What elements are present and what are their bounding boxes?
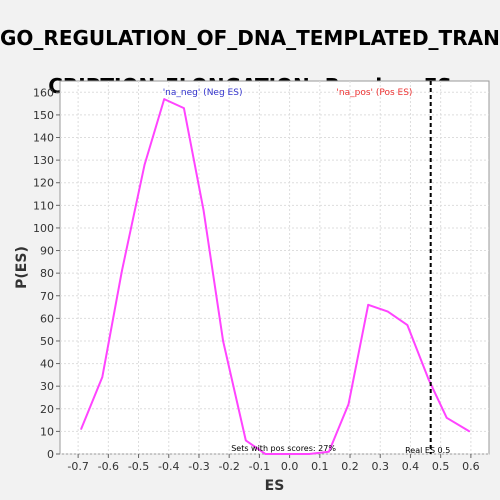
y-tick-label: 60	[40, 312, 54, 325]
data-point	[427, 378, 430, 381]
y-tick-label: 30	[40, 380, 54, 393]
x-tick-label: 0.3	[371, 460, 389, 473]
data-point	[183, 107, 185, 109]
tick-layer: -0.7 -0.6 -0.5 -0.4 -0.3 -0.2 -0.1 0.0 0.1 0.2 0.3…	[33, 86, 480, 473]
y-tick-label: 110	[33, 199, 54, 212]
data-point	[308, 453, 311, 455]
grid-layer	[60, 81, 489, 455]
es-distribution-line	[80, 98, 470, 455]
x-tick-label: -0.1	[249, 460, 270, 473]
y-tick-label: 20	[40, 403, 54, 416]
y-tick-label: 0	[47, 448, 54, 461]
y-tick-label: 140	[33, 132, 54, 145]
data-point	[143, 163, 146, 166]
annotation-layer: Real ES 0.5 Sets with pos scores: 27% 'na_…	[163, 81, 450, 455]
series-layer	[80, 98, 471, 455]
y-tick-label: 10	[40, 425, 54, 438]
x-tick-label: -0.6	[98, 460, 119, 473]
y-tick-label: 160	[33, 86, 54, 99]
x-tick-label: -0.7	[67, 460, 88, 473]
x-tick-label: 0.4	[402, 460, 420, 473]
data-point	[468, 430, 471, 433]
y-tick-label: 130	[33, 154, 54, 167]
data-point	[288, 453, 291, 455]
data-point	[202, 209, 205, 211]
chart-title-line-1: GO_REGULATION_OF_DNA_TEMPLATED_TRANS	[0, 26, 500, 50]
x-tick-label: -0.4	[158, 460, 179, 473]
data-point	[367, 304, 369, 306]
y-tick-label: 120	[33, 177, 54, 190]
data-point	[264, 453, 267, 455]
data-point	[244, 439, 247, 442]
y-tick-label: 150	[33, 109, 54, 122]
x-tick-label: -0.2	[218, 460, 239, 473]
x-tick-label: 0.1	[311, 460, 329, 473]
x-tick-label: -0.3	[188, 460, 209, 473]
x-tick-label: 0.5	[432, 460, 450, 473]
y-tick-label: 100	[33, 222, 54, 235]
legend-pos-label: 'na_pos' (Pos ES)	[336, 88, 412, 98]
real-es-label: Real ES 0.5	[405, 446, 450, 455]
x-tick-label: 0.2	[341, 460, 359, 473]
data-point	[101, 376, 104, 378]
x-tick-label: -0.5	[128, 460, 149, 473]
y-tick-label: 70	[40, 290, 54, 303]
y-tick-label: 50	[40, 335, 54, 348]
pos-scores-annotation: Sets with pos scores: 27%	[231, 444, 336, 453]
y-axis-title: P(ES)	[14, 246, 30, 289]
data-point	[121, 270, 123, 272]
x-axis-title: ES	[265, 478, 285, 494]
y-tick-label: 80	[40, 267, 54, 280]
data-point	[328, 450, 330, 453]
data-point	[386, 310, 389, 313]
data-point	[347, 403, 350, 406]
data-point	[406, 324, 409, 326]
legend-neg-label: 'na_neg' (Neg ES)	[163, 88, 243, 98]
data-point	[222, 340, 224, 342]
data-point	[445, 417, 448, 419]
y-tick-label: 90	[40, 245, 54, 258]
x-tick-label: 0.6	[462, 460, 480, 473]
data-point	[163, 98, 166, 100]
y-tick-label: 40	[40, 358, 54, 371]
data-point	[80, 428, 82, 430]
x-tick-label: 0.0	[281, 460, 299, 473]
plot-area	[59, 80, 490, 455]
